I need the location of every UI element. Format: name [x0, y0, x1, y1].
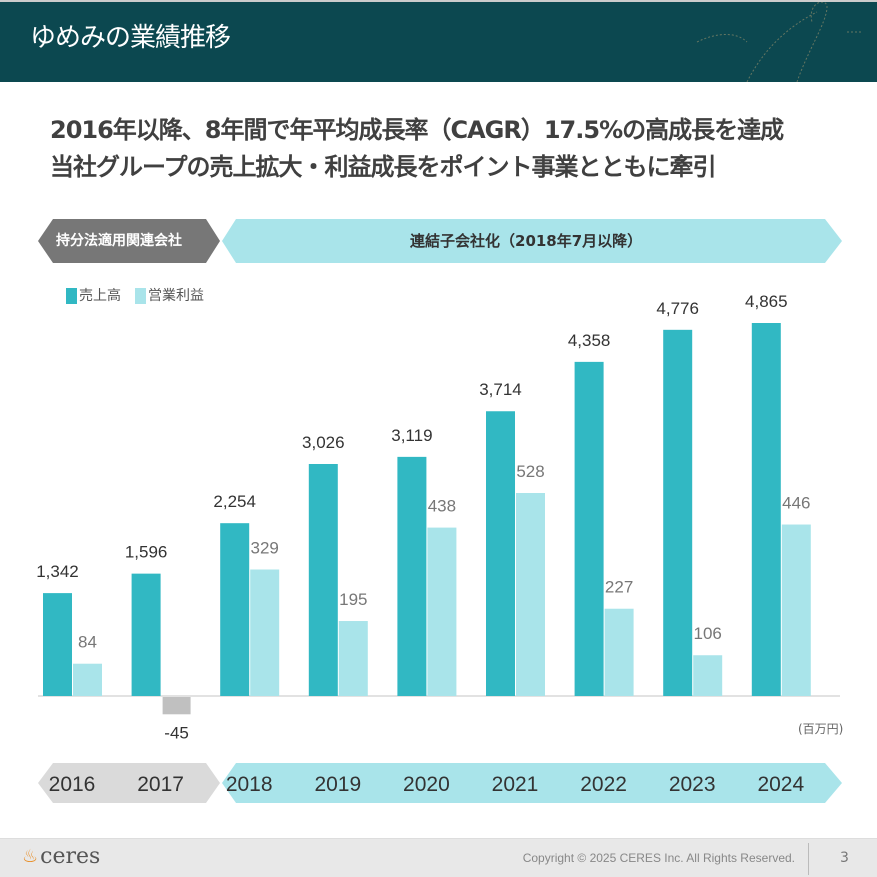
year-tick-label: 2018 — [226, 773, 273, 796]
year-tick-label: 2022 — [580, 773, 627, 796]
sales-value-label: 1,342 — [36, 562, 79, 581]
year-tick-label: 2021 — [492, 773, 539, 796]
operating-profit-bar — [604, 608, 634, 696]
operating-profit-bar — [781, 524, 811, 696]
sales-value-label: 3,714 — [479, 380, 522, 399]
sales-bar — [308, 463, 338, 696]
ceres-logo: ♨ ceres — [22, 843, 100, 871]
sales-value-label: 3,026 — [302, 433, 345, 452]
operating-profit-value-label: 438 — [428, 497, 456, 516]
copyright: Copyright © 2025 CERES Inc. All Rights R… — [522, 851, 795, 865]
operating-profit-value-label: 227 — [605, 578, 633, 597]
operating-profit-value-label: 84 — [78, 633, 97, 652]
divider — [808, 843, 809, 875]
consolidated-banner — [222, 219, 842, 263]
sales-bar — [486, 411, 515, 696]
footer: ♨ ceres Copyright © 2025 CERES Inc. All R… — [0, 838, 877, 877]
year-tick-label: 2019 — [314, 773, 361, 796]
sales-bar — [131, 573, 161, 696]
years-gray-banner — [38, 763, 220, 803]
year-tick-label: 2017 — [137, 773, 184, 796]
operating-profit-bar — [338, 621, 368, 696]
operating-profit-value-label: -45 — [164, 723, 189, 742]
legend-label: 売上高 — [79, 288, 121, 304]
sales-bar — [574, 361, 604, 696]
year-tick-label: 2016 — [49, 773, 96, 796]
page-number: 3 — [840, 850, 849, 866]
year-tick-label: 2024 — [757, 773, 804, 796]
header-bar: ゆめみの業績推移 — [0, 0, 877, 82]
operating-profit-bar-negative — [162, 697, 191, 715]
legend-item-operating-profit: 営業利益 — [135, 287, 204, 305]
equity-method-banner — [38, 219, 220, 263]
equity-method-label: 持分法適用関連会社 — [56, 233, 182, 249]
legend: 売上高 営業利益 — [66, 287, 204, 305]
sales-bar — [663, 329, 693, 696]
operating-profit-value-label: 329 — [251, 539, 279, 558]
operating-profit-value-label: 528 — [516, 462, 544, 481]
legend-swatch — [135, 288, 146, 304]
operating-profit-value-label: 106 — [694, 624, 722, 643]
operating-profit-bar — [73, 663, 102, 696]
sales-bar — [220, 523, 250, 696]
operating-profit-bar — [693, 655, 723, 696]
sales-value-label: 4,776 — [656, 299, 699, 318]
sales-bar — [43, 593, 72, 696]
sales-value-label: 2,254 — [213, 492, 256, 511]
consolidated-label: 連結子会社化（2018年7月以降） — [410, 232, 643, 250]
legend-label: 営業利益 — [148, 288, 204, 304]
operating-profit-bar — [427, 527, 457, 696]
slide-title: ゆめみの業績推移 — [30, 23, 231, 53]
operating-profit-bar — [250, 569, 280, 696]
headline-line-2: 当社グループの売上拡大・利益成長をポイント事業とともに牽引 — [50, 153, 717, 181]
operating-profit-value-label: 195 — [339, 590, 367, 609]
years-cyan-banner — [222, 763, 842, 803]
year-tick-label: 2023 — [669, 773, 716, 796]
sales-bar — [751, 323, 781, 696]
sales-value-label: 1,596 — [125, 543, 168, 562]
operating-profit-value-label: 446 — [782, 494, 810, 513]
sales-bar — [397, 456, 427, 696]
floral-decoration-icon — [696, 2, 862, 82]
legend-swatch — [66, 288, 77, 304]
unit-label: (百万円) — [798, 722, 844, 736]
legend-item-sales: 売上高 — [66, 287, 121, 305]
year-tick-label: 2020 — [403, 773, 450, 796]
logo-text: ceres — [40, 844, 101, 869]
operating-profit-bar — [516, 493, 545, 696]
headline-line-1: 2016年以降、8年間で年平均成長率（CAGR）17.5%の高成長を達成 — [50, 116, 784, 144]
sales-value-label: 3,119 — [391, 426, 432, 445]
sales-value-label: 4,865 — [745, 292, 788, 311]
sales-value-label: 4,358 — [568, 331, 611, 350]
flame-icon: ♨ — [22, 846, 39, 867]
